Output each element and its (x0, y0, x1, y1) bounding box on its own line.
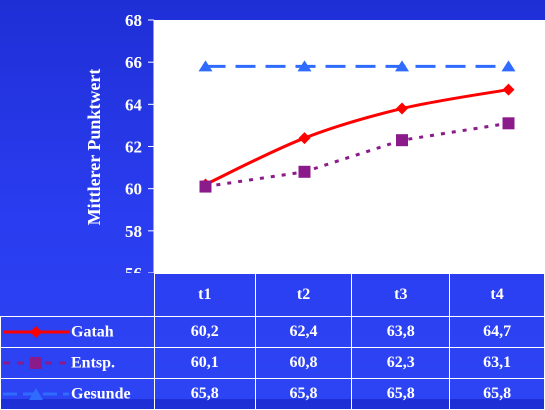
table-corner (0, 273, 155, 317)
data-point-entsp (396, 134, 408, 147)
legend-label: Entsp. (71, 354, 116, 372)
legend-entry-gesunde: Gesunde (0, 378, 155, 410)
y-tick-label: 64 (125, 95, 143, 114)
y-tick-label: 66 (125, 53, 142, 72)
legend-swatch-gatah (3, 326, 69, 339)
category-label: t2 (254, 273, 353, 317)
y-tick-label: 60 (125, 180, 142, 199)
data-label: 60,8 (254, 347, 353, 379)
data-label: 63,8 (351, 316, 451, 348)
data-point-gatah (396, 102, 408, 115)
legend-entry-entsp: Entsp. (0, 347, 155, 379)
series-line-entsp (205, 121, 509, 189)
category-label: t1 (153, 273, 256, 317)
legend-swatch-entsp (3, 357, 69, 370)
data-point-gesunde (501, 60, 516, 72)
series-gesunde (198, 60, 516, 72)
data-label: 60,2 (153, 316, 256, 348)
data-point-entsp (199, 180, 212, 193)
plot-area (154, 20, 545, 273)
data-label: 65,8 (153, 378, 256, 410)
data-point-entsp (502, 117, 515, 130)
category-label: t4 (449, 273, 545, 317)
legend-label: Gesunde (71, 385, 131, 403)
y-tick-label: 68 (125, 11, 142, 30)
legend-entry-gatah: Gatah (0, 316, 155, 348)
series-line-gatah (204, 88, 509, 186)
data-label: 65,8 (254, 378, 353, 410)
data-label: 65,8 (449, 378, 545, 410)
table-row-entsp: Entsp. 60,1 60,8 62,3 63,1 (0, 347, 545, 379)
chart: 56 58 60 62 64 66 68 Mittlerer Punktwert (84, 11, 545, 273)
data-label: 63,1 (449, 347, 545, 379)
data-point-entsp (298, 165, 311, 178)
table-header-row: t1 t2 t3 t4 (0, 273, 545, 317)
table-row-gatah: Gatah 60,2 62,4 63,8 64,7 (0, 316, 545, 348)
data-label: 62,3 (351, 347, 451, 379)
y-tick-label: 56 (125, 264, 142, 273)
data-label: 62,4 (254, 316, 353, 348)
data-point-gatah (502, 83, 515, 96)
data-point-gesunde (297, 60, 312, 72)
data-point-gatah (298, 132, 311, 145)
data-point-gesunde (395, 60, 409, 72)
y-axis: 56 58 60 62 64 66 68 (125, 11, 155, 273)
table-row-gesunde: Gesunde 65,8 65,8 65,8 65,8 (0, 378, 545, 410)
data-table: t1 t2 t3 t4 Gatah 60,2 62,4 63,8 64,7 (0, 273, 545, 410)
data-label: 64,7 (449, 316, 545, 348)
y-axis-title: Mittlerer Punktwert (84, 69, 104, 226)
y-tick-label: 58 (125, 222, 142, 241)
series-layer (198, 60, 516, 193)
category-label: t3 (351, 273, 451, 317)
legend-label: Gatah (71, 323, 114, 341)
data-point-gesunde (198, 60, 213, 72)
data-label: 65,8 (351, 378, 451, 410)
series-entsp (199, 117, 515, 193)
series-gatah (199, 83, 515, 191)
legend-swatch-gesunde (3, 388, 69, 401)
y-tick-label: 62 (125, 138, 142, 157)
data-label: 60,1 (153, 347, 256, 379)
